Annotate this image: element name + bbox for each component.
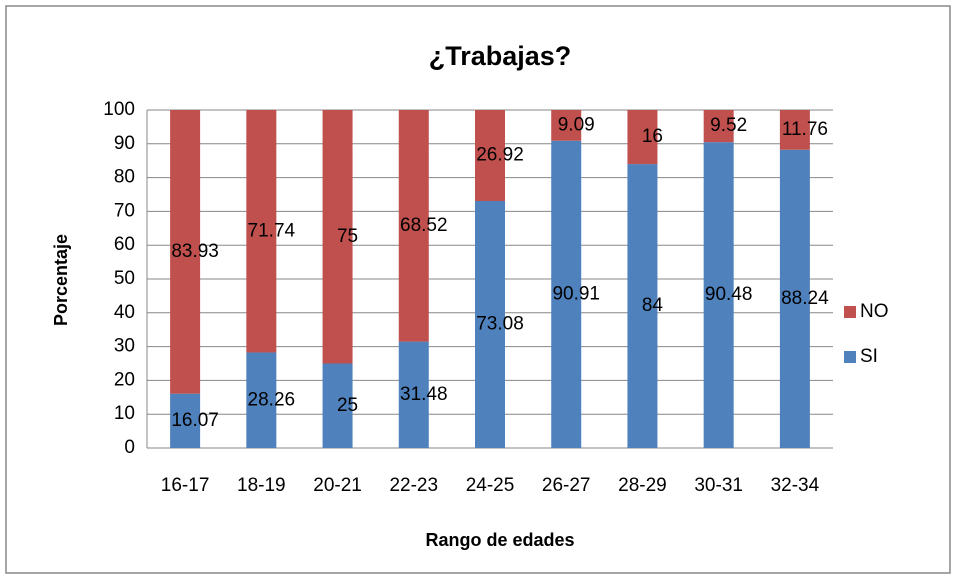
- bar-segment: [551, 140, 582, 449]
- legend-label: SI: [860, 346, 878, 367]
- bar-segment: [627, 110, 658, 165]
- data-label: 31.48: [400, 384, 448, 405]
- y-tick-label: 0: [124, 437, 135, 458]
- x-axis-title: Rango de edades: [425, 530, 574, 550]
- bar-segment: [475, 110, 505, 201]
- y-tick-label: 50: [114, 268, 135, 289]
- legend-label: NO: [860, 301, 889, 322]
- y-tick-label: 60: [114, 234, 135, 255]
- y-tick-label: 20: [114, 369, 135, 390]
- x-tick-label: 30-31: [694, 475, 743, 496]
- x-tick-label: 18-19: [237, 475, 286, 496]
- x-tick-label: 26-27: [542, 475, 591, 496]
- data-label: 88.24: [781, 288, 829, 309]
- bar-segment: [703, 110, 734, 143]
- bar-segment: [475, 200, 505, 448]
- data-label: 75: [337, 226, 358, 247]
- bar-segment: [551, 110, 582, 141]
- data-label: 28.26: [248, 389, 296, 410]
- y-tick-label: 100: [103, 99, 135, 120]
- bar-segment: [779, 149, 810, 449]
- data-label: 9.52: [710, 115, 747, 136]
- data-label: 25: [337, 395, 358, 416]
- data-label: 83.93: [171, 241, 219, 262]
- bar-segment: [398, 341, 429, 448]
- bar-segment: [322, 363, 353, 448]
- chart-title: ¿Trabajas?: [429, 41, 572, 71]
- y-axis-title: Porcentaje: [51, 234, 71, 326]
- y-tick-label: 70: [114, 200, 135, 221]
- data-label: 26.92: [476, 145, 524, 166]
- x-tick-label: 22-23: [389, 475, 438, 496]
- x-tick-label: 20-21: [313, 475, 362, 496]
- bar-segment: [779, 110, 810, 150]
- data-label: 11.76: [782, 119, 828, 140]
- y-tick-label: 30: [114, 336, 135, 357]
- data-label: 68.52: [400, 215, 448, 236]
- y-tick-label: 90: [114, 133, 135, 154]
- x-tick-label: 32-34: [771, 475, 820, 496]
- x-tick-label: 28-29: [618, 475, 667, 496]
- legend-swatch: [844, 351, 856, 363]
- x-tick-label: 24-25: [466, 475, 515, 496]
- data-label: 84: [642, 295, 664, 316]
- bar-segment: [170, 393, 201, 448]
- data-label: 90.48: [705, 284, 753, 305]
- data-label: 9.09: [558, 114, 595, 135]
- y-tick-label: 40: [114, 302, 135, 323]
- y-tick-label: 80: [114, 167, 135, 188]
- data-label: 16: [642, 126, 663, 147]
- data-label: 16.07: [171, 410, 219, 431]
- bar-segment: [246, 352, 277, 448]
- legend-swatch: [844, 306, 856, 318]
- y-tick-label: 10: [114, 403, 135, 424]
- data-label: 71.74: [248, 220, 296, 241]
- bar-segment: [322, 110, 353, 364]
- bar-segment: [246, 110, 277, 353]
- bar-segment: [703, 142, 734, 448]
- x-tick-label: 16-17: [161, 475, 210, 496]
- data-label: 73.08: [476, 314, 524, 335]
- data-label: 90.91: [552, 283, 600, 304]
- bar-segment: [627, 164, 658, 448]
- bar-segment: [398, 110, 429, 342]
- bar-segment: [170, 110, 201, 394]
